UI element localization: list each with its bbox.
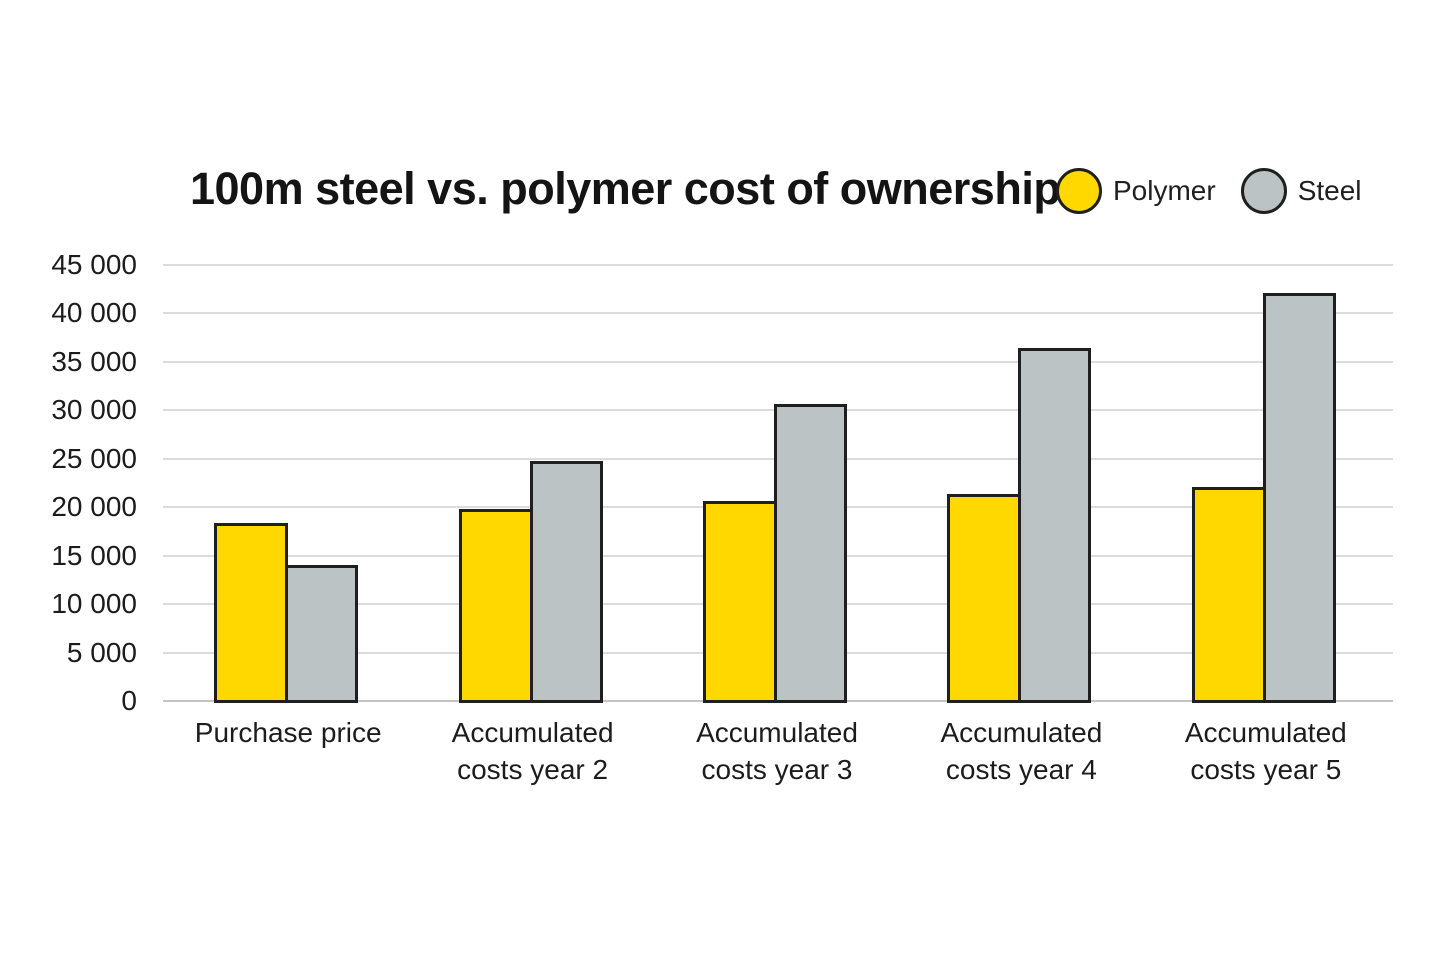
- polymer-bar: [458, 509, 533, 703]
- chart-title: 100m steel vs. polymer cost of ownership: [190, 163, 1061, 214]
- y-tick-label: 0: [121, 685, 137, 716]
- steel-bar: [774, 403, 847, 703]
- legend-label-polymer: Polymer: [1113, 175, 1216, 206]
- legend-item-polymer: Polymer: [1056, 168, 1216, 214]
- legend-item-steel: Steel: [1240, 168, 1362, 214]
- gridline: [163, 360, 1393, 363]
- y-tick-label: 20 000: [51, 491, 137, 523]
- x-axis-label: Accumulated costs year 2: [451, 717, 614, 785]
- polymer-bar: [214, 522, 289, 703]
- steel-bar: [529, 460, 603, 703]
- gridline: [163, 312, 1393, 315]
- y-tick-label: 35 000: [51, 345, 137, 377]
- y-tick-label: 25 000: [51, 442, 137, 474]
- y-tick-label: 15 000: [51, 539, 137, 571]
- x-axis-label: Accumulated costs year 3: [696, 717, 858, 785]
- y-tick-label: 30 000: [51, 394, 137, 426]
- x-axis-label: Accumulated costs year 4: [940, 717, 1103, 785]
- gridline: [163, 264, 1393, 266]
- y-tick-label: 5 000: [66, 636, 137, 668]
- x-axis-label: Accumulated costs year 5: [1184, 717, 1347, 785]
- steel-swatch-icon: [1240, 168, 1287, 214]
- steel-bar: [1018, 348, 1092, 703]
- polymer-bar: [703, 501, 777, 703]
- x-axis-label: Purchase price: [194, 717, 382, 748]
- polymer-bar: [1191, 486, 1266, 703]
- y-tick-label: 40 000: [51, 297, 137, 329]
- steel-bar: [285, 565, 359, 703]
- y-tick-label: 10 000: [51, 588, 137, 620]
- polymer-swatch-icon: [1056, 168, 1102, 214]
- steel-bar: [1262, 293, 1336, 703]
- legend: Polymer Steel: [1056, 168, 1362, 214]
- polymer-bar: [947, 493, 1022, 703]
- legend-label-steel: Steel: [1297, 175, 1362, 206]
- y-tick-label: 45 000: [51, 249, 137, 280]
